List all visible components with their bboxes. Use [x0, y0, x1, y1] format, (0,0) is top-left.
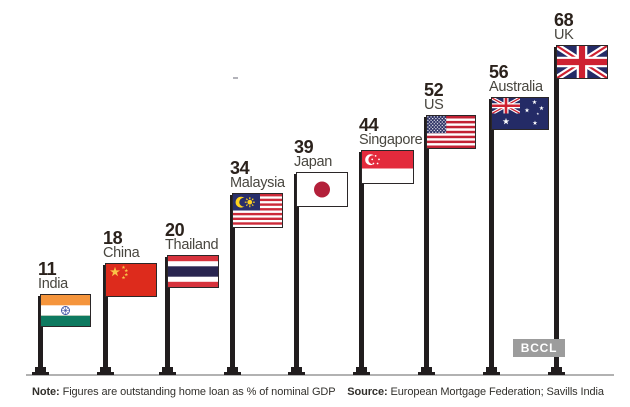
value-label: 52	[424, 80, 444, 100]
country-label: UK	[554, 27, 574, 43]
column-caption: 39 Japan	[294, 137, 333, 170]
pole-base	[353, 372, 370, 375]
pole-base	[548, 372, 565, 375]
pole-base	[288, 372, 305, 375]
pole-base-step	[291, 367, 302, 372]
flag-pole	[294, 174, 299, 375]
country-label: Malaysia	[230, 175, 285, 191]
value-label: 11	[38, 259, 57, 279]
pole-base	[32, 372, 49, 375]
pole-base	[159, 372, 176, 375]
pole-base-step	[162, 367, 173, 372]
pole-base	[418, 372, 435, 375]
thailand-flag-icon	[167, 255, 219, 288]
note-text: Figures are outstanding home loan as % o…	[62, 386, 336, 398]
value-label: 44	[359, 115, 379, 135]
us-flag-icon	[426, 115, 476, 149]
uk-flag-icon	[556, 45, 608, 79]
country-label: US	[424, 97, 444, 113]
chart-baseline	[26, 374, 614, 376]
column-caption: 44 Singapore	[359, 115, 423, 148]
value-label: 18	[103, 228, 123, 248]
value-label: 34	[230, 158, 250, 178]
pole-base	[483, 372, 500, 375]
pole-base-step	[100, 367, 111, 372]
note-source-bar: Note: Figures are outstanding home loan …	[32, 386, 604, 398]
malaysia-flag-icon	[232, 193, 283, 228]
pole-base-step	[551, 367, 562, 372]
column-caption: 56 Australia	[489, 62, 543, 95]
pole-base-step	[35, 367, 46, 372]
flag-pole	[38, 296, 43, 375]
australia-flag-icon	[491, 97, 549, 130]
pole-base	[97, 372, 114, 375]
column-caption: 20 Thailand	[165, 220, 219, 253]
country-label: Thailand	[165, 237, 219, 253]
country-label: Singapore	[359, 132, 423, 148]
flag-pole	[230, 195, 235, 375]
bccl-watermark: BCCL	[513, 339, 565, 357]
column-caption: 68 UK	[554, 10, 574, 43]
value-label: 68	[554, 10, 574, 30]
pole-base-step	[421, 367, 432, 372]
flag-pole	[359, 152, 364, 375]
note-label: Note:	[32, 386, 60, 398]
pole-base	[224, 372, 241, 375]
value-label: 20	[165, 220, 185, 240]
flag-pole	[489, 99, 494, 375]
flag-pole	[103, 265, 108, 375]
column-caption: 18 China	[103, 228, 140, 261]
china-flag-icon	[105, 263, 157, 297]
india-flag-icon	[40, 294, 91, 327]
pole-base-step	[227, 367, 238, 372]
singapore-flag-icon	[361, 150, 414, 184]
stray-mark	[233, 77, 238, 79]
flag-pole	[165, 257, 170, 375]
source-label: Source:	[347, 386, 388, 398]
flag-pole	[424, 117, 429, 375]
pole-base-step	[356, 367, 367, 372]
japan-flag-icon	[296, 172, 348, 207]
pole-base-step	[486, 367, 497, 372]
value-label: 39	[294, 137, 314, 157]
country-label: Australia	[489, 79, 543, 95]
column-caption: 34 Malaysia	[230, 158, 285, 191]
column-caption: 52 US	[424, 80, 444, 113]
source-text: European Mortgage Federation; Savills In…	[390, 386, 604, 398]
country-label: Japan	[294, 154, 333, 170]
value-label: 56	[489, 62, 509, 82]
country-label: India	[38, 276, 68, 292]
flag-pole	[554, 47, 559, 375]
country-label: China	[103, 245, 140, 261]
column-caption: 11 India	[38, 259, 68, 292]
